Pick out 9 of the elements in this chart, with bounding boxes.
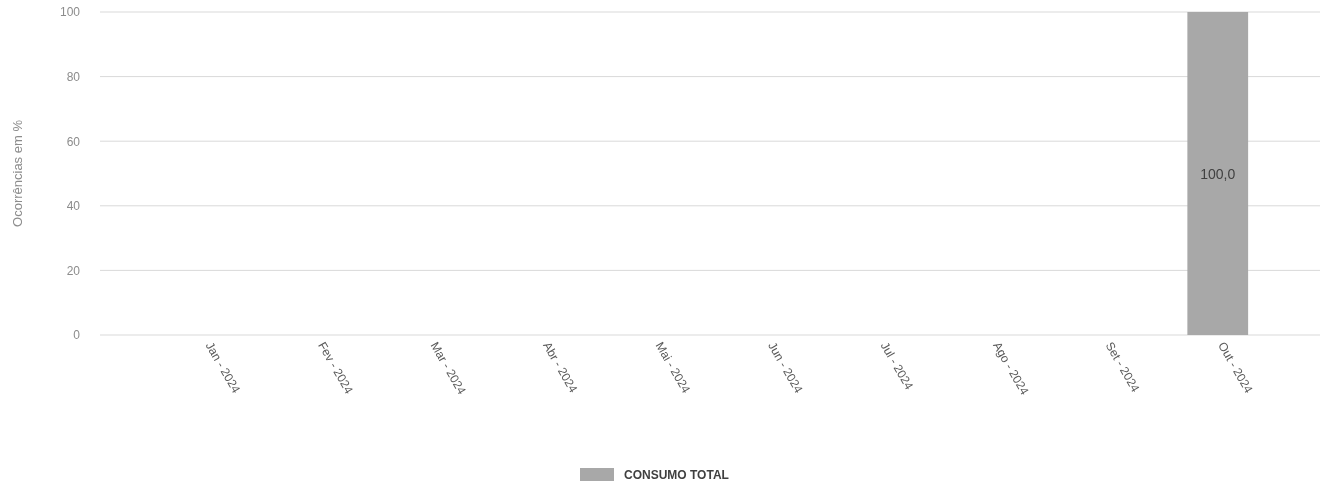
y-tick-label: 80: [66, 69, 81, 84]
y-tick-label: 20: [66, 263, 81, 278]
data-label: 100,0: [1200, 165, 1236, 182]
y-axis-title: Ocorrências em %: [10, 119, 25, 227]
legend-label: CONSUMO TOTAL: [624, 468, 729, 482]
y-tick-label: 60: [66, 134, 81, 149]
y-tick-label: 0: [73, 328, 81, 343]
y-tick-label: 40: [66, 199, 81, 214]
y-tick-label: 100: [59, 5, 81, 20]
